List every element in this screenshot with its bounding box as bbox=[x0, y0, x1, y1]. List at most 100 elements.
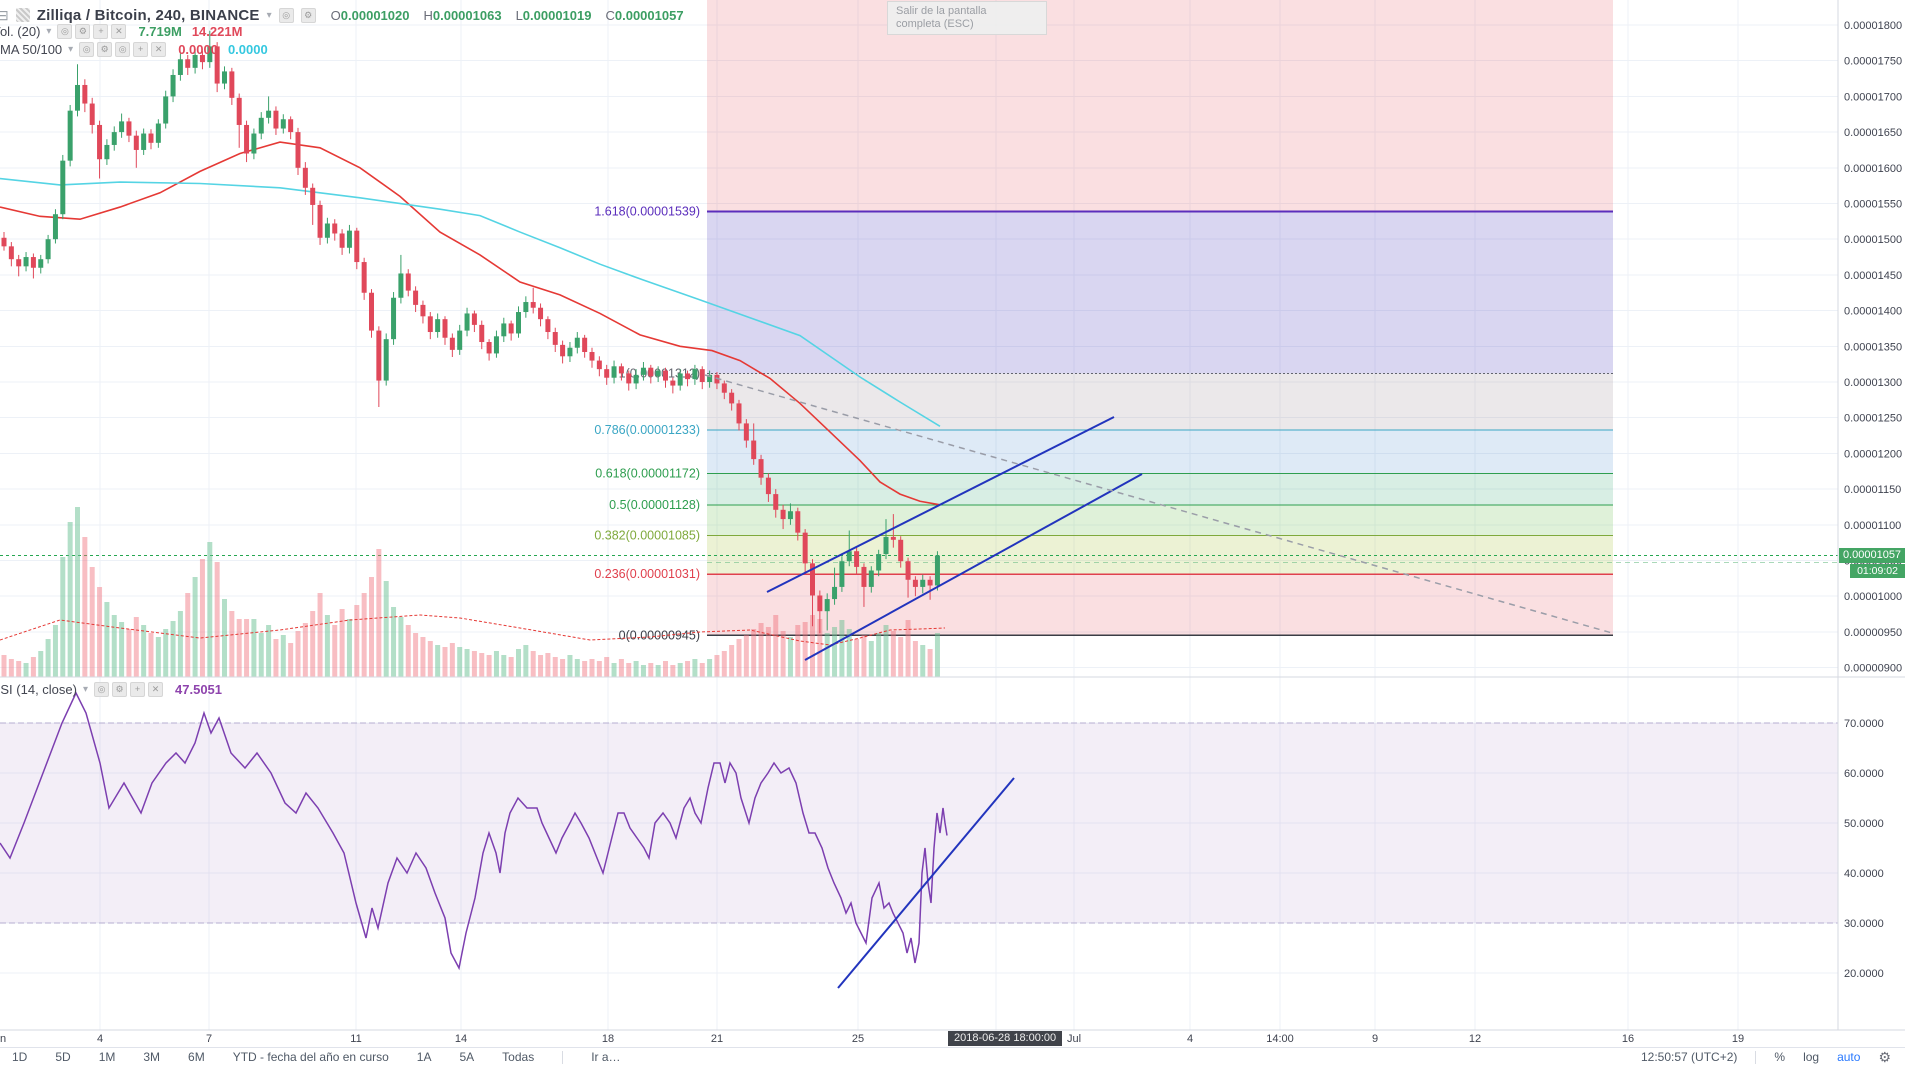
volume-bar bbox=[75, 507, 80, 677]
settings-icon[interactable]: ⚙ bbox=[97, 42, 113, 57]
candle-body bbox=[479, 324, 485, 343]
volume-bar bbox=[648, 663, 654, 677]
range-button-6m[interactable]: 6M bbox=[188, 1050, 205, 1064]
clock-label[interactable]: 12:50:57 (UTC+2) bbox=[1641, 1050, 1738, 1064]
candle-body bbox=[376, 330, 382, 381]
candle-body bbox=[787, 511, 793, 520]
volume-bar bbox=[8, 659, 14, 677]
candle-body bbox=[685, 373, 691, 380]
candle-body bbox=[199, 54, 205, 63]
fib-level-label: 0(0.00000945) bbox=[619, 628, 700, 642]
candle-body bbox=[244, 124, 250, 154]
range-button-todas[interactable]: Todas bbox=[502, 1050, 535, 1064]
eye-icon[interactable]: ◎ bbox=[94, 682, 110, 697]
candle-body bbox=[861, 566, 867, 587]
volume-bar bbox=[222, 599, 227, 677]
volume-bar bbox=[170, 621, 176, 677]
chart-style-icon[interactable] bbox=[15, 8, 30, 22]
candle-body bbox=[383, 339, 389, 381]
candle-body bbox=[391, 297, 397, 340]
volume-bar bbox=[346, 619, 352, 677]
candle-body bbox=[721, 383, 727, 393]
log-scale-button[interactable]: log bbox=[1803, 1050, 1820, 1064]
legend-volume-label[interactable]: Vol. (20) bbox=[0, 24, 41, 39]
percent-scale-button[interactable]: % bbox=[1774, 1050, 1786, 1064]
chevron-down-icon[interactable]: ▾ bbox=[82, 684, 89, 695]
add-icon[interactable]: + bbox=[93, 24, 109, 39]
volume-bar bbox=[435, 645, 441, 677]
auto-scale-button[interactable]: auto bbox=[1837, 1050, 1861, 1064]
ohlc-item: L0.00001019 bbox=[515, 7, 592, 23]
candle-body bbox=[832, 586, 838, 600]
tooltip-line1: Salir de la pantalla bbox=[896, 5, 987, 17]
candle-body bbox=[552, 332, 558, 345]
chevron-down-icon[interactable]: ▾ bbox=[266, 9, 272, 21]
candle-body bbox=[640, 367, 646, 375]
fib-band bbox=[707, 504, 1613, 536]
volume-bar bbox=[773, 615, 779, 677]
volume-bar bbox=[192, 577, 198, 677]
volume-bar bbox=[765, 627, 771, 677]
time-axis-label: 21 bbox=[711, 1033, 723, 1045]
range-button-5d[interactable]: 5D bbox=[55, 1050, 71, 1064]
eye-icon[interactable]: ◎ bbox=[57, 24, 73, 39]
gear-icon[interactable]: ⚙ bbox=[1878, 1048, 1891, 1065]
goto-date-button[interactable]: Ir a… bbox=[591, 1050, 621, 1064]
candle-body bbox=[251, 133, 257, 154]
legend-ma-label[interactable]: MA 50/100 bbox=[0, 42, 63, 57]
candle-body bbox=[324, 223, 330, 238]
settings-icon[interactable]: ⚙ bbox=[112, 682, 128, 697]
volume-bar bbox=[126, 629, 132, 677]
close-icon[interactable]: ✕ bbox=[111, 24, 127, 39]
candle-body bbox=[295, 132, 301, 168]
eye-icon[interactable]: ◎ bbox=[79, 42, 95, 57]
chevron-down-icon[interactable]: ▾ bbox=[68, 44, 74, 55]
candle-body bbox=[288, 119, 294, 133]
volume-bar bbox=[199, 559, 205, 677]
volume-bar bbox=[185, 593, 191, 677]
layout-icon[interactable]: ⊟ bbox=[0, 6, 9, 23]
legend-volume-values: 7.719M 14.221M bbox=[138, 24, 242, 39]
candle-body bbox=[670, 380, 676, 386]
more-icon[interactable]: ◎ bbox=[115, 42, 131, 57]
symbol-title[interactable]: Zilliqa / Bitcoin, 240, BINANCE bbox=[36, 6, 260, 24]
range-button-1a[interactable]: 1A bbox=[416, 1050, 432, 1064]
time-axis-label: 4 bbox=[1187, 1033, 1193, 1045]
last-price-label[interactable]: 0.00001057 bbox=[1839, 548, 1905, 563]
candle-body bbox=[567, 347, 573, 357]
rsi-axis-label: 40.0000 bbox=[1844, 868, 1884, 880]
add-icon[interactable]: + bbox=[133, 42, 149, 57]
price-axis-label: 0.00001800 bbox=[1844, 20, 1902, 32]
price-axis-label: 0.00001750 bbox=[1844, 56, 1902, 68]
candle-body bbox=[802, 532, 808, 564]
volume-bar bbox=[391, 607, 397, 677]
time-axis-label: 19 bbox=[1732, 1033, 1744, 1045]
time-axis-label: 4 bbox=[97, 1033, 103, 1045]
candle-body bbox=[67, 110, 73, 161]
chevron-down-icon[interactable]: ▾ bbox=[46, 26, 52, 37]
volume-bar bbox=[839, 620, 845, 677]
indicator-value: 7.719M bbox=[138, 24, 182, 39]
toolbar-divider bbox=[562, 1050, 564, 1064]
settings-icon[interactable]: ⚙ bbox=[75, 24, 91, 39]
range-button-5a[interactable]: 5A bbox=[459, 1050, 475, 1064]
candle-body bbox=[214, 46, 220, 84]
candle-body bbox=[30, 257, 36, 268]
volume-bar bbox=[405, 625, 411, 677]
range-button-1m[interactable]: 1M bbox=[98, 1050, 116, 1064]
close-icon[interactable]: ✕ bbox=[148, 682, 164, 697]
candle-body bbox=[596, 360, 602, 370]
add-icon[interactable]: + bbox=[130, 682, 146, 697]
eye-icon[interactable]: ◎ bbox=[278, 7, 294, 23]
candle-body bbox=[780, 509, 786, 520]
range-button-1d[interactable]: 1D bbox=[12, 1050, 28, 1064]
volume-bar bbox=[530, 651, 536, 677]
settings-icon[interactable]: ⚙ bbox=[300, 7, 316, 23]
close-icon[interactable]: ✕ bbox=[151, 42, 167, 57]
range-button-3m[interactable]: 3M bbox=[143, 1050, 161, 1064]
legend-rsi-label[interactable]: RSI (14, close) bbox=[0, 682, 77, 697]
volume-bar bbox=[685, 661, 691, 677]
candle-body bbox=[692, 369, 698, 380]
range-button-ytd[interactable]: YTD - fecha del año en curso bbox=[232, 1050, 389, 1064]
